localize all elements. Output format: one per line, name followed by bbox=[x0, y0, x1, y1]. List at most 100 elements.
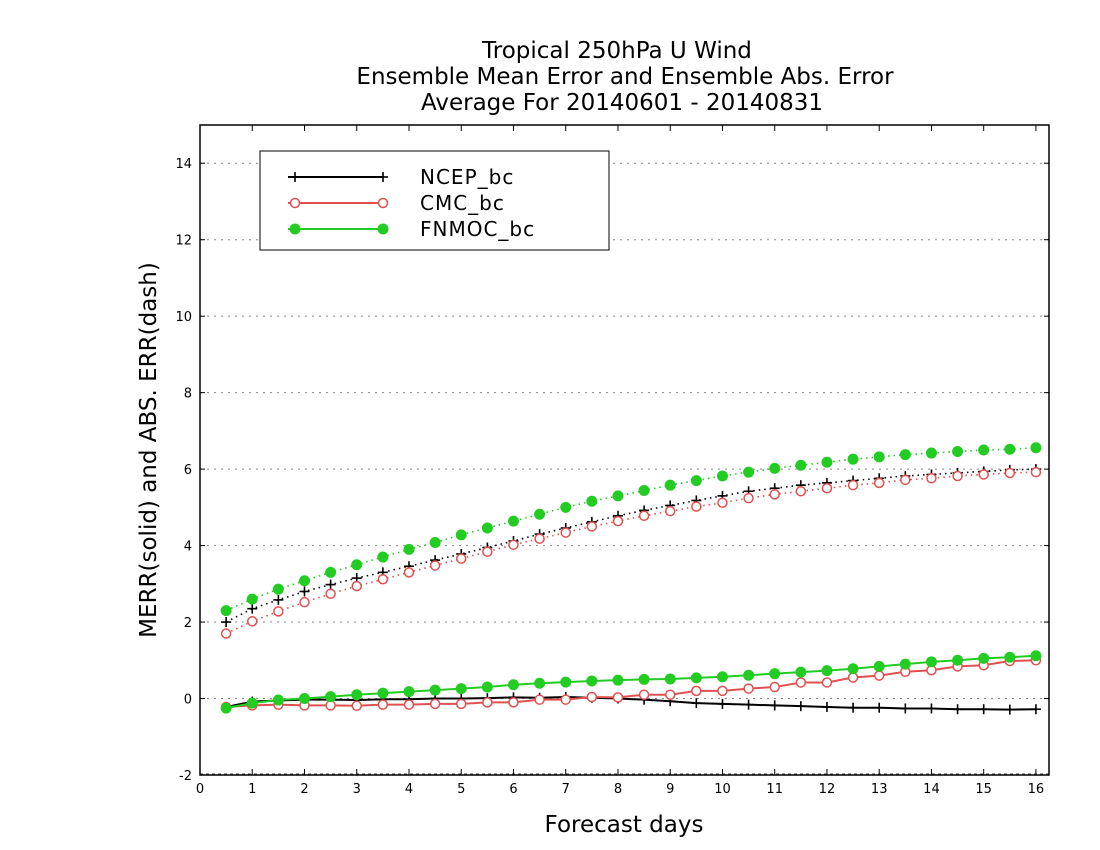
point-merr-CMC_bc-20 bbox=[743, 683, 754, 694]
point-abs-err-FNMOC_bc-18 bbox=[690, 475, 702, 487]
legend-marker-right-CMC_bc bbox=[377, 197, 389, 209]
x-tick-label-14: 14 bbox=[923, 782, 940, 797]
title-line-3: Average For 20140601 - 20140831 bbox=[421, 90, 823, 116]
x-tick-label-10: 10 bbox=[714, 782, 731, 797]
y-tick-label-2: 2 bbox=[184, 616, 192, 631]
point-abs-err-FNMOC_bc-14 bbox=[586, 495, 598, 507]
point-merr-FNMOC_bc-12 bbox=[534, 677, 546, 689]
point-merr-FNMOC_bc-26 bbox=[899, 658, 911, 670]
point-merr-FNMOC_bc-20 bbox=[743, 669, 755, 681]
point-abs-err-FNMOC_bc-23 bbox=[821, 456, 833, 468]
legend-label-FNMOC_bc: FNMOC_bc bbox=[420, 217, 535, 241]
point-merr-CMC_bc-19 bbox=[717, 685, 728, 697]
x-tick-label-0: 0 bbox=[196, 782, 204, 797]
point-abs-err-CMC_bc-14 bbox=[586, 521, 598, 532]
point-merr-FNMOC_bc-14 bbox=[586, 675, 598, 687]
point-abs-err-CMC_bc-13 bbox=[560, 527, 571, 538]
point-abs-err-CMC_bc-21 bbox=[769, 489, 780, 500]
point-abs-err-FNMOC_bc-9 bbox=[455, 529, 467, 541]
point-abs-err-CMC_bc-24 bbox=[847, 479, 859, 491]
point-merr-FNMOC_bc-5 bbox=[351, 689, 363, 701]
point-abs-err-FNMOC_bc-20 bbox=[743, 466, 755, 478]
point-merr-FNMOC_bc-10 bbox=[481, 681, 493, 693]
point-abs-err-CMC_bc-26 bbox=[900, 474, 911, 486]
point-merr-FNMOC_bc-23 bbox=[821, 665, 833, 677]
point-abs-err-CMC_bc-29 bbox=[978, 469, 989, 480]
y-tick-label-14: 14 bbox=[175, 157, 192, 172]
point-merr-CMC_bc-18 bbox=[691, 685, 702, 697]
point-abs-err-NCEP_bc-0 bbox=[221, 617, 232, 628]
y-tick-label--2: -2 bbox=[179, 769, 192, 784]
point-merr-NCEP_bc-19 bbox=[717, 698, 728, 709]
point-merr-CMC_bc-6 bbox=[377, 699, 389, 710]
y-tick-label-12: 12 bbox=[175, 234, 192, 249]
point-abs-err-CMC_bc-5 bbox=[351, 580, 362, 592]
point-merr-FNMOC_bc-16 bbox=[638, 673, 650, 685]
point-merr-NCEP_bc-24 bbox=[848, 702, 859, 713]
title-line-2: Ensemble Mean Error and Ensemble Abs. Er… bbox=[356, 64, 894, 90]
y-tick-label-6: 6 bbox=[184, 463, 192, 478]
point-merr-FNMOC_bc-24 bbox=[847, 663, 859, 675]
legend-label-NCEP_bc: NCEP_bc bbox=[420, 165, 514, 189]
grid bbox=[200, 162, 1049, 775]
point-abs-err-NCEP_bc-2 bbox=[273, 594, 284, 605]
point-abs-err-FNMOC_bc-12 bbox=[534, 508, 546, 520]
line-abs-err-FNMOC_bc bbox=[225, 446, 1036, 612]
point-merr-CMC_bc-8 bbox=[429, 698, 441, 710]
x-tick-label-5: 5 bbox=[457, 782, 465, 797]
point-merr-FNMOC_bc-15 bbox=[612, 674, 624, 686]
point-abs-err-CMC_bc-19 bbox=[717, 497, 728, 509]
legend-marker-left-NCEP_bc bbox=[290, 172, 300, 182]
point-merr-FNMOC_bc-22 bbox=[795, 666, 807, 678]
series-layer bbox=[220, 442, 1042, 715]
point-abs-err-CMC_bc-15 bbox=[612, 515, 624, 527]
point-abs-err-FNMOC_bc-19 bbox=[716, 470, 728, 482]
point-abs-err-CMC_bc-27 bbox=[926, 473, 937, 484]
point-abs-err-FNMOC_bc-28 bbox=[952, 446, 964, 458]
point-abs-err-FNMOC_bc-21 bbox=[769, 462, 781, 474]
point-abs-err-CMC_bc-30 bbox=[1004, 467, 1016, 479]
y-tick-label-4: 4 bbox=[184, 540, 192, 555]
point-merr-NCEP_bc-29 bbox=[978, 704, 989, 715]
point-abs-err-CMC_bc-12 bbox=[534, 533, 545, 544]
point-abs-err-FNMOC_bc-22 bbox=[795, 459, 807, 471]
series-CMC_bc bbox=[220, 466, 1042, 713]
y-tick-label-8: 8 bbox=[184, 387, 192, 402]
point-abs-err-FNMOC_bc-24 bbox=[847, 453, 859, 465]
point-abs-err-FNMOC_bc-17 bbox=[664, 479, 676, 491]
point-merr-FNMOC_bc-13 bbox=[560, 676, 572, 688]
point-abs-err-FNMOC_bc-8 bbox=[429, 537, 441, 549]
point-merr-FNMOC_bc-1 bbox=[246, 697, 258, 709]
title-line-1: Tropical 250hPa U Wind bbox=[481, 38, 752, 64]
point-merr-FNMOC_bc-31 bbox=[1030, 650, 1042, 662]
point-abs-err-CMC_bc-31 bbox=[1030, 466, 1042, 478]
x-tick-label-9: 9 bbox=[666, 782, 674, 797]
point-abs-err-CMC_bc-11 bbox=[508, 539, 519, 551]
point-merr-FNMOC_bc-18 bbox=[690, 672, 702, 684]
point-abs-err-CMC_bc-9 bbox=[455, 553, 467, 564]
point-abs-err-CMC_bc-2 bbox=[273, 606, 284, 617]
legend-label-CMC_bc: CMC_bc bbox=[420, 191, 505, 215]
legend-marker-left-FNMOC_bc bbox=[289, 223, 301, 235]
point-abs-err-FNMOC_bc-0 bbox=[220, 605, 232, 617]
point-abs-err-CMC_bc-6 bbox=[377, 573, 389, 585]
point-merr-FNMOC_bc-25 bbox=[873, 660, 885, 672]
point-abs-err-CMC_bc-22 bbox=[795, 486, 807, 497]
point-merr-CMC_bc-22 bbox=[795, 677, 807, 688]
point-merr-NCEP_bc-27 bbox=[926, 703, 937, 714]
point-abs-err-FNMOC_bc-26 bbox=[899, 449, 911, 461]
point-abs-err-NCEP_bc-3 bbox=[299, 586, 310, 597]
point-merr-CMC_bc-17 bbox=[664, 689, 676, 700]
legend-marker-left-CMC_bc bbox=[289, 197, 301, 209]
point-merr-CMC_bc-10 bbox=[482, 697, 493, 708]
point-merr-FNMOC_bc-6 bbox=[377, 687, 389, 699]
point-abs-err-FNMOC_bc-2 bbox=[272, 583, 284, 595]
x-tick-label-11: 11 bbox=[766, 782, 783, 797]
point-merr-FNMOC_bc-0 bbox=[220, 702, 232, 714]
point-abs-err-CMC_bc-0 bbox=[220, 628, 232, 639]
point-merr-NCEP_bc-30 bbox=[1004, 704, 1015, 715]
point-abs-err-FNMOC_bc-1 bbox=[246, 593, 258, 605]
